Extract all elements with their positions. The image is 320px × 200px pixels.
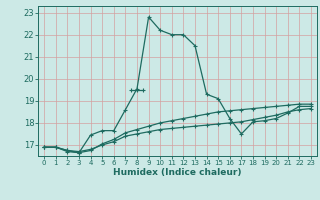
X-axis label: Humidex (Indice chaleur): Humidex (Indice chaleur): [113, 168, 242, 177]
